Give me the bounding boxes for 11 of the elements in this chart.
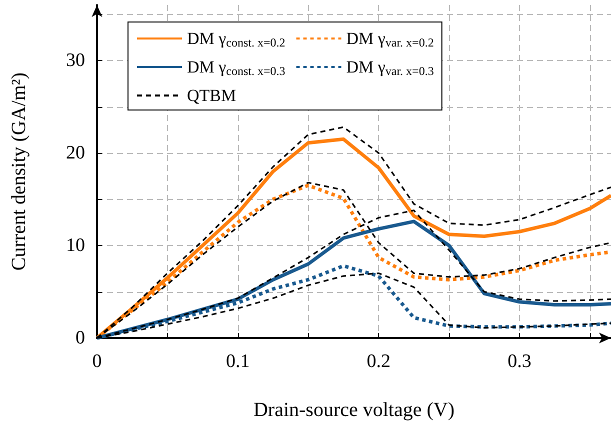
y-tick-label: 30 [66, 50, 85, 71]
y-tick-label: 20 [66, 142, 85, 164]
x-axis-title: Drain-source voltage (V) [253, 399, 455, 421]
y-tick-label: 0 [76, 328, 85, 348]
legend-label: QTBM [187, 86, 236, 105]
x-tick-label: 0.3 [508, 351, 532, 372]
x-tick-label: 0 [92, 351, 102, 372]
y-axis-title: Current density (GA/m²) [8, 72, 30, 271]
x-tick-label: 0.2 [366, 351, 391, 372]
x-tick-label: 0.1 [226, 351, 250, 372]
y-tick-label: 10 [66, 235, 85, 256]
